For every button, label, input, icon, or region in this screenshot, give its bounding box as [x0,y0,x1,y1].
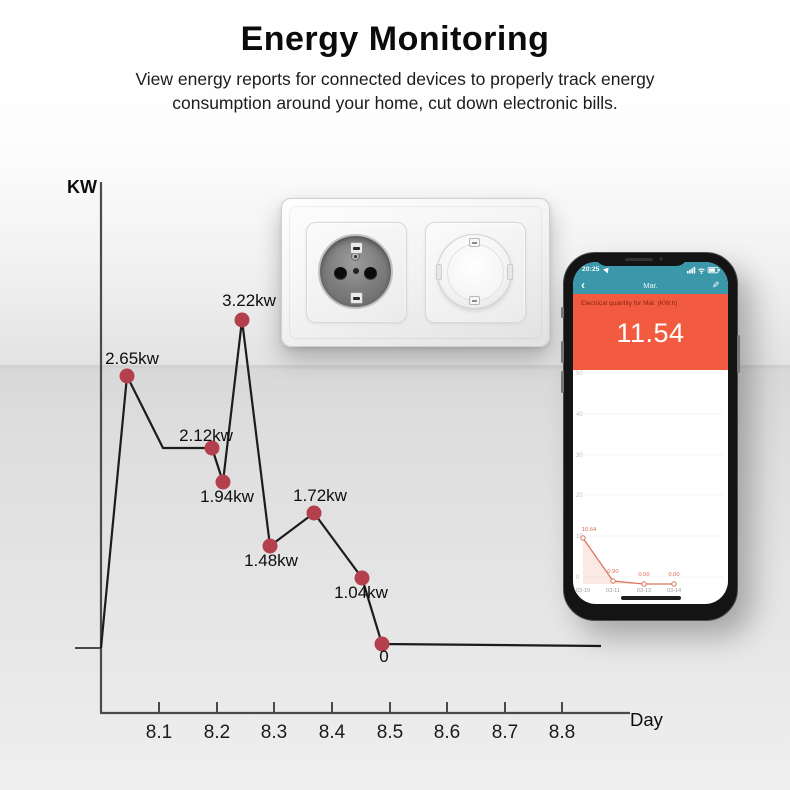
data-point [204,440,220,456]
x-axis-label: Day [630,709,664,730]
back-button[interactable]: ‹ [581,278,585,292]
x-tick-label: 8.3 [261,722,287,743]
smart-plug-face [447,244,504,301]
data-point [354,570,370,586]
plug-notch-left [436,264,442,280]
data-point [234,312,250,328]
smartphone: 20:25 [561,252,740,621]
data-point [306,505,322,521]
smart-plug-cover [436,234,513,309]
wifi-icon [698,268,705,273]
phone-x-tick-label: 03-11 [606,588,620,594]
monthly-total-value: 11.54 [616,318,685,348]
power-button [737,335,740,373]
x-tick-label: 8.5 [377,722,403,743]
y-axis-label: KW [67,177,97,197]
center-hole [353,268,359,274]
x-tick-label: 8.4 [319,722,346,743]
x-tick-label: 8.1 [146,722,172,743]
signal-icon [687,267,696,274]
phone-y-tick-label: 20 [576,493,583,499]
home-indicator [621,596,681,600]
phone-y-tick-label: 50 [576,371,583,377]
pin-hole-right [364,267,377,280]
panel-label: Electrical quantity for Mar. (KW.h) [581,300,678,307]
speaker-slit [625,258,653,261]
usage-line [582,537,674,585]
usage-point [610,578,616,584]
usage-point [580,535,586,541]
status-time: 20:25 [582,266,600,273]
schuko-recess [318,234,393,309]
phone-x-tick-label: 03-13 [637,588,651,594]
earth-clip-top [350,242,363,254]
phone-x-tick-label: 03-10 [576,588,590,594]
subtitle-line-2: consumption around your home, cut down e… [172,93,618,113]
battery-icon [707,267,720,274]
data-point [215,474,231,490]
usage-point-label: 0.00 [668,572,679,578]
volume-up-button [561,341,564,363]
page-subtitle: View energy reports for connected device… [0,67,790,115]
data-point-label: 1.94kw [200,487,255,506]
plug-tab-bottom [469,296,480,305]
earth-clip-bottom [350,292,363,304]
data-point [119,368,135,384]
electric-quantity-panel: Electrical quantity for Mar. (KW.h) 11.5… [573,294,728,370]
x-tick-label: 8.2 [204,722,230,743]
phone-notch [595,253,688,266]
usage-point-label: 0.00 [638,572,649,578]
status-icons [687,267,720,274]
location-arrow-icon [603,265,611,274]
data-point [262,538,278,554]
phone-y-tick-label: 0 [576,575,580,581]
mute-switch [561,307,564,318]
wall-socket-plate [281,198,550,347]
data-point-label: 1.72kw [293,486,348,505]
phone-y-tick-label: 40 [576,412,583,418]
page-title: Energy Monitoring [240,20,550,58]
usage-point [641,581,647,587]
phone-y-tick-label: 30 [576,453,583,459]
usage-point-label: 0.90 [607,569,618,575]
plug-tab-top [469,238,480,247]
app-nav-bar: ‹ Mar. ✎ [573,277,728,294]
schuko-socket-module [306,222,407,323]
data-point-label: 3.22kw [222,291,277,310]
data-point-label: 2.65kw [105,349,160,368]
socket-inner-frame [289,206,542,339]
area-fill [583,538,674,584]
volume-down-button [561,371,564,393]
edit-pencil-icon[interactable]: ✎ [712,280,720,290]
phone-x-tick-label: 03-14 [667,588,681,594]
smart-plug-module [425,222,526,323]
data-point-label: 0 [379,647,388,666]
phone-y-tick-label: 10 [576,534,583,540]
data-point-label: 1.04kw [334,583,389,602]
front-camera [659,257,663,261]
x-tick-label: 8.6 [434,722,460,743]
pin-hole-left [334,267,347,280]
wifi-dot [700,272,703,274]
usage-point-label: 10.64 [582,527,597,533]
usage-point [671,581,677,587]
nav-title: Mar. [643,281,658,290]
phone-usage-chart: 50 40 30 20 10 0 10.64 03-10 0.90 03-11 0.00 03-13 0… [576,371,724,594]
data-point [374,636,390,652]
data-point-label: 2.12kw [179,426,234,445]
plug-notch-right [507,264,513,280]
x-tick-label: 8.8 [549,722,575,743]
x-tick-label: 8.7 [492,722,518,743]
subtitle-line-1: View energy reports for connected device… [135,69,655,89]
phone-screen: 20:25 [573,262,728,604]
data-point-label: 1.48kw [244,551,299,570]
